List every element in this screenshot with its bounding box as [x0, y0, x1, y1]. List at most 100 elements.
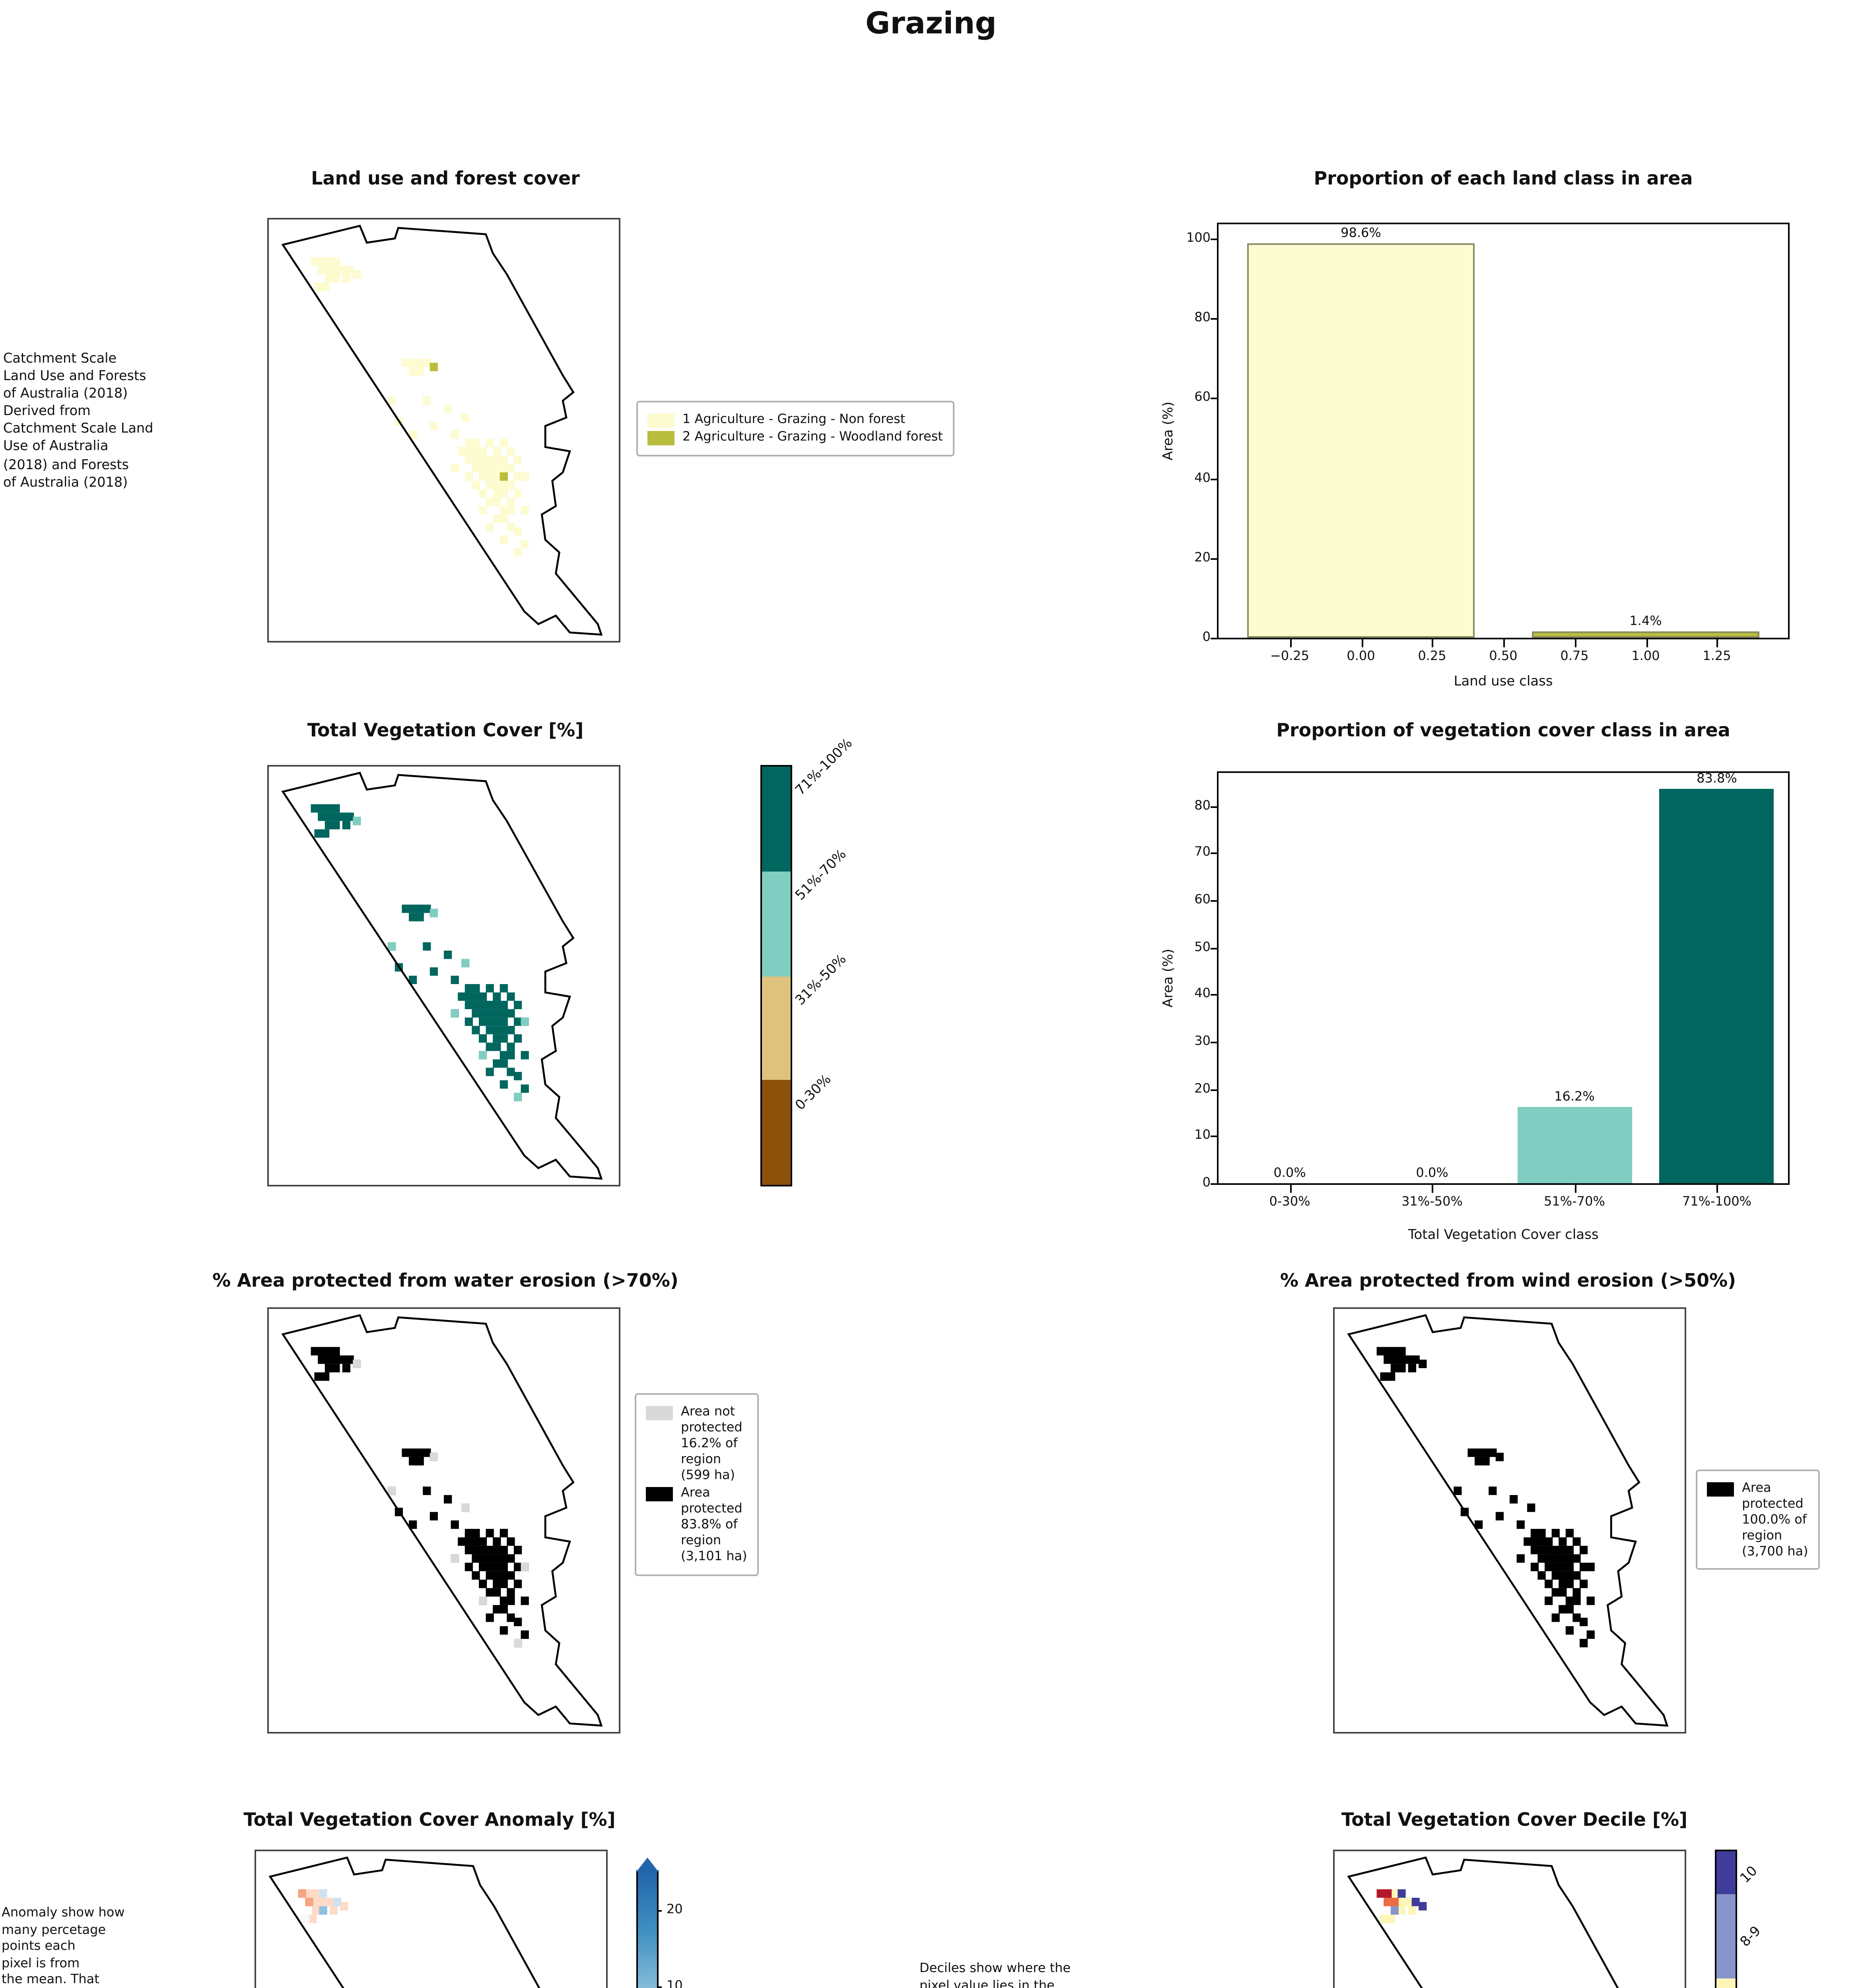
y-tick-mark	[1211, 638, 1217, 639]
map-cell	[1565, 1571, 1574, 1580]
map-cell	[479, 1001, 487, 1010]
map-cell	[1384, 1355, 1392, 1364]
map-cell	[340, 1902, 348, 1910]
panel-title-veg-cover: Total Vegetation Cover [%]	[307, 719, 584, 741]
map-cell	[507, 1571, 515, 1580]
veg-class-bar-chart: 0.0% 0.0% 16.2% 83.8% 0 10 20 30 40 50 60 70 80 0-30%…	[1194, 771, 1790, 1209]
panel-title-land-class-chart: Proportion of each land class in area	[1314, 167, 1693, 189]
colorbar-segment	[762, 871, 791, 976]
map-cell	[318, 804, 326, 813]
map-cell	[500, 439, 508, 447]
map-cell	[388, 1486, 396, 1495]
map-cell	[314, 283, 323, 291]
map-cell	[312, 1889, 321, 1898]
legend-label-protected: Area protected 83.8% of region (3,101 ha…	[681, 1485, 747, 1563]
map-cell	[479, 464, 487, 472]
map-cell	[423, 942, 431, 951]
decile-map	[1333, 1850, 1686, 1988]
map-cell	[1580, 1639, 1588, 1648]
map-cell	[493, 992, 501, 1001]
map-cell	[332, 812, 340, 821]
map-cell	[486, 1613, 494, 1622]
panel-title-water-erosion: % Area protected from water erosion (>70…	[212, 1269, 678, 1291]
colorbar-segment	[1716, 1893, 1736, 1978]
map-cell	[1545, 1554, 1553, 1563]
map-cell	[1572, 1588, 1581, 1597]
region-outline	[283, 773, 601, 1178]
map-cell	[451, 464, 459, 472]
y-tick-label: 20	[1194, 1081, 1211, 1095]
map-cell	[430, 909, 438, 917]
map-cell	[451, 1520, 459, 1529]
map-cell	[493, 472, 501, 481]
x-tick-label: 0.00	[1347, 649, 1375, 663]
map-cell	[1565, 1529, 1574, 1538]
map-cell	[402, 905, 410, 913]
map-cell	[521, 506, 529, 514]
map-cell	[486, 1026, 494, 1035]
map-cell	[1586, 1630, 1595, 1639]
map-cell	[500, 1009, 508, 1018]
y-tick-mark	[1211, 398, 1217, 400]
bar	[1517, 1107, 1632, 1183]
bar-value-label: 98.6%	[1341, 226, 1381, 241]
map-cell	[486, 481, 494, 489]
map-cell	[339, 266, 347, 274]
map-cell	[1397, 1898, 1406, 1906]
map-cell	[479, 1596, 487, 1605]
map-cell	[493, 1043, 501, 1051]
water-erosion-map	[267, 1307, 620, 1734]
map-cell	[507, 1051, 515, 1060]
map-cell	[332, 804, 340, 813]
map-cell	[342, 1364, 351, 1373]
map-cell	[493, 1017, 501, 1026]
map-cell	[465, 1563, 473, 1571]
map-cell	[333, 1898, 341, 1906]
map-cell	[521, 1563, 529, 1571]
map-cell	[472, 1537, 480, 1546]
map-cell	[1551, 1563, 1560, 1571]
map-cell	[493, 455, 501, 464]
map-cell	[1572, 1613, 1581, 1622]
bar	[1247, 244, 1475, 638]
map-cell	[309, 1914, 317, 1923]
map-cell	[409, 905, 417, 913]
map-cell	[1384, 1347, 1392, 1356]
map-cell	[1565, 1554, 1574, 1563]
map-cell	[1390, 1906, 1399, 1915]
map-cell	[1408, 1906, 1417, 1915]
map-cell	[339, 812, 347, 821]
map-cell	[1530, 1537, 1539, 1546]
map-cell	[514, 548, 522, 557]
map-cell	[1397, 1355, 1406, 1364]
map-cell	[318, 1355, 326, 1364]
map-cell	[1537, 1537, 1546, 1546]
colorbar-segment	[1716, 1978, 1736, 1988]
veg-cover-colorbar: 0-30% 31%-50% 51%-70% 71%-100%	[760, 736, 856, 1186]
map-cell	[465, 439, 473, 447]
map-cell	[346, 1355, 354, 1364]
land-use-map	[267, 218, 620, 643]
map-cell	[500, 455, 508, 464]
map-cell	[325, 1364, 333, 1373]
colorbar-segment	[762, 1080, 791, 1185]
map-cell	[1475, 1520, 1483, 1529]
map-cell	[514, 527, 522, 536]
y-tick-mark	[1211, 238, 1217, 240]
map-cell	[1475, 1457, 1483, 1466]
map-cell	[507, 464, 515, 472]
map-cell	[486, 1571, 494, 1580]
water-erosion-legend: Area not protected 16.2% of region (599 …	[635, 1393, 758, 1575]
map-cell	[1551, 1613, 1560, 1622]
map-cell	[500, 1579, 508, 1588]
map-cell	[305, 1889, 313, 1898]
map-cell	[353, 1359, 361, 1368]
map-cell	[416, 1457, 424, 1466]
x-tick-mark	[1717, 639, 1718, 647]
map-cell	[479, 1034, 487, 1043]
map-cell	[493, 497, 501, 506]
map-cell	[493, 447, 501, 456]
map-cell	[311, 804, 319, 813]
map-cell	[1551, 1554, 1560, 1563]
